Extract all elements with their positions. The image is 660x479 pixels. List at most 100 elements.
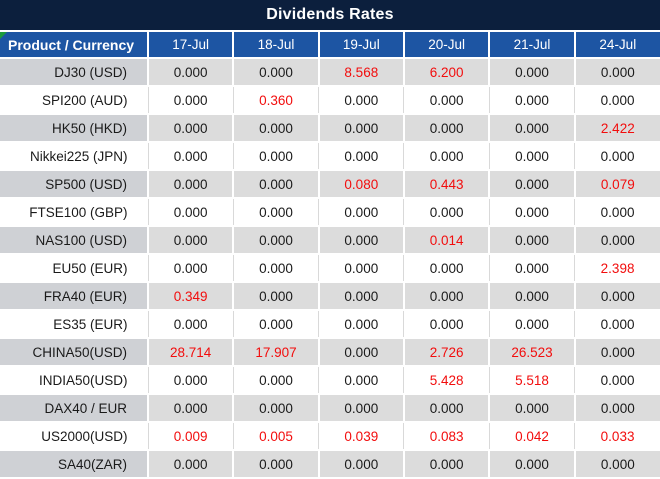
value-cell: 0.000 [573, 282, 660, 311]
value-cell: 0.000 [574, 198, 660, 227]
value-cell: 0.000 [573, 226, 660, 255]
value-cell: 0.080 [317, 170, 404, 199]
product-cell: SPI200 (AUD) [0, 86, 148, 115]
column-header-product-currency: Product / Currency [0, 30, 148, 59]
value-cell: 0.000 [573, 394, 660, 423]
value-cell: 0.000 [574, 310, 660, 339]
value-cell: 0.083 [403, 422, 490, 451]
table-row: SPI200 (AUD) 0.000 0.360 0.000 0.000 0.000 0.0… [0, 86, 660, 115]
value-cell: 0.000 [488, 170, 575, 199]
value-cell: 0.000 [232, 282, 319, 311]
value-cell: 0.000 [317, 338, 404, 367]
product-cell: Nikkei225 (JPN) [0, 142, 148, 171]
value-cell: 0.000 [318, 366, 404, 395]
value-cell: 0.000 [317, 282, 404, 311]
product-cell: CHINA50(USD) [0, 338, 148, 367]
product-cell: DAX40 / EUR [0, 394, 148, 423]
product-cell: SA40(ZAR) [0, 450, 148, 479]
column-header-20-jul: 20-Jul [402, 30, 490, 59]
value-cell: 17.907 [232, 338, 319, 367]
value-cell: 0.000 [146, 170, 234, 199]
dividends-table: Product / Currency 17-Jul 18-Jul 19-Jul 20-… [0, 30, 660, 479]
value-cell: 0.000 [402, 282, 490, 311]
value-cell: 0.000 [146, 114, 234, 143]
value-cell: 0.000 [317, 450, 404, 479]
value-cell: 0.000 [147, 86, 234, 115]
page-title: Dividends Rates [266, 6, 394, 23]
product-header-label: Product / Currency [8, 36, 135, 53]
value-cell: 0.443 [402, 170, 490, 199]
table-row: ES35 (EUR) 0.000 0.000 0.000 0.000 0.000 0.000 [0, 310, 660, 339]
value-cell: 0.000 [147, 254, 234, 283]
value-cell: 0.000 [488, 142, 575, 171]
value-cell: 0.000 [488, 282, 575, 311]
value-cell: 0.000 [146, 58, 234, 87]
value-cell: 8.568 [317, 58, 404, 87]
value-cell: 0.000 [232, 114, 319, 143]
value-cell: 0.000 [317, 394, 404, 423]
value-cell: 0.000 [232, 58, 319, 87]
value-cell: 0.000 [318, 142, 404, 171]
title-bar: Dividends Rates [0, 0, 660, 30]
column-header-21-jul: 21-Jul [488, 30, 575, 59]
value-cell: 0.000 [488, 450, 575, 479]
value-cell: 0.005 [232, 422, 319, 451]
product-cell: HK50 (HKD) [0, 114, 148, 143]
value-cell: 0.000 [402, 450, 490, 479]
value-cell: 0.009 [147, 422, 234, 451]
value-cell: 0.000 [232, 394, 319, 423]
value-cell: 0.000 [147, 142, 234, 171]
value-cell: 0.000 [318, 254, 404, 283]
product-cell: FRA40 (EUR) [0, 282, 148, 311]
value-cell: 0.000 [232, 254, 319, 283]
value-cell: 0.000 [488, 226, 575, 255]
value-cell: 6.200 [402, 58, 490, 87]
column-header-24-jul: 24-Jul [573, 30, 660, 59]
value-cell: 0.000 [146, 450, 234, 479]
column-header-18-jul: 18-Jul [232, 30, 319, 59]
table-row: FTSE100 (GBP) 0.000 0.000 0.000 0.000 0.000 0.… [0, 198, 660, 227]
value-cell: 0.000 [488, 114, 575, 143]
value-cell: 0.000 [403, 86, 490, 115]
value-cell: 0.000 [317, 226, 404, 255]
value-cell: 0.000 [232, 142, 319, 171]
value-cell: 0.000 [232, 366, 319, 395]
product-cell: ES35 (EUR) [0, 310, 148, 339]
value-cell: 0.000 [488, 310, 575, 339]
value-cell: 0.000 [573, 338, 660, 367]
value-cell: 0.000 [232, 450, 319, 479]
value-cell: 0.000 [318, 198, 404, 227]
product-cell: NAS100 (USD) [0, 226, 148, 255]
value-cell: 26.523 [488, 338, 575, 367]
value-cell: 0.000 [402, 394, 490, 423]
value-cell: 0.000 [574, 142, 660, 171]
value-cell: 0.000 [318, 86, 404, 115]
table-row: US2000(USD) 0.009 0.005 0.039 0.083 0.042 0.03… [0, 422, 660, 451]
value-cell: 0.033 [574, 422, 660, 451]
product-cell: US2000(USD) [0, 422, 148, 451]
value-cell: 0.000 [488, 394, 575, 423]
value-cell: 0.000 [402, 114, 490, 143]
value-cell: 0.000 [318, 310, 404, 339]
value-cell: 2.726 [402, 338, 490, 367]
table-row: Nikkei225 (JPN) 0.000 0.000 0.000 0.000 0.000… [0, 142, 660, 171]
table-row: DJ30 (USD) 0.000 0.000 8.568 6.200 0.000 0.000 [0, 58, 660, 87]
value-cell: 0.000 [403, 310, 490, 339]
value-cell: 5.428 [403, 366, 490, 395]
value-cell: 0.360 [232, 86, 319, 115]
value-cell: 0.000 [232, 310, 319, 339]
value-cell: 0.000 [147, 198, 234, 227]
product-cell: SP500 (USD) [0, 170, 148, 199]
value-cell: 0.000 [403, 254, 490, 283]
product-cell: EU50 (EUR) [0, 254, 148, 283]
column-header-17-jul: 17-Jul [146, 30, 234, 59]
value-cell: 0.000 [146, 226, 234, 255]
green-corner-triangle-icon [0, 33, 7, 39]
value-cell: 0.000 [232, 170, 319, 199]
value-cell: 0.349 [146, 282, 234, 311]
product-cell: DJ30 (USD) [0, 58, 148, 87]
value-cell: 0.000 [146, 394, 234, 423]
value-cell: 0.000 [232, 226, 319, 255]
table-row: SP500 (USD) 0.000 0.000 0.080 0.443 0.000 0.07… [0, 170, 660, 199]
value-cell: 0.000 [403, 142, 490, 171]
